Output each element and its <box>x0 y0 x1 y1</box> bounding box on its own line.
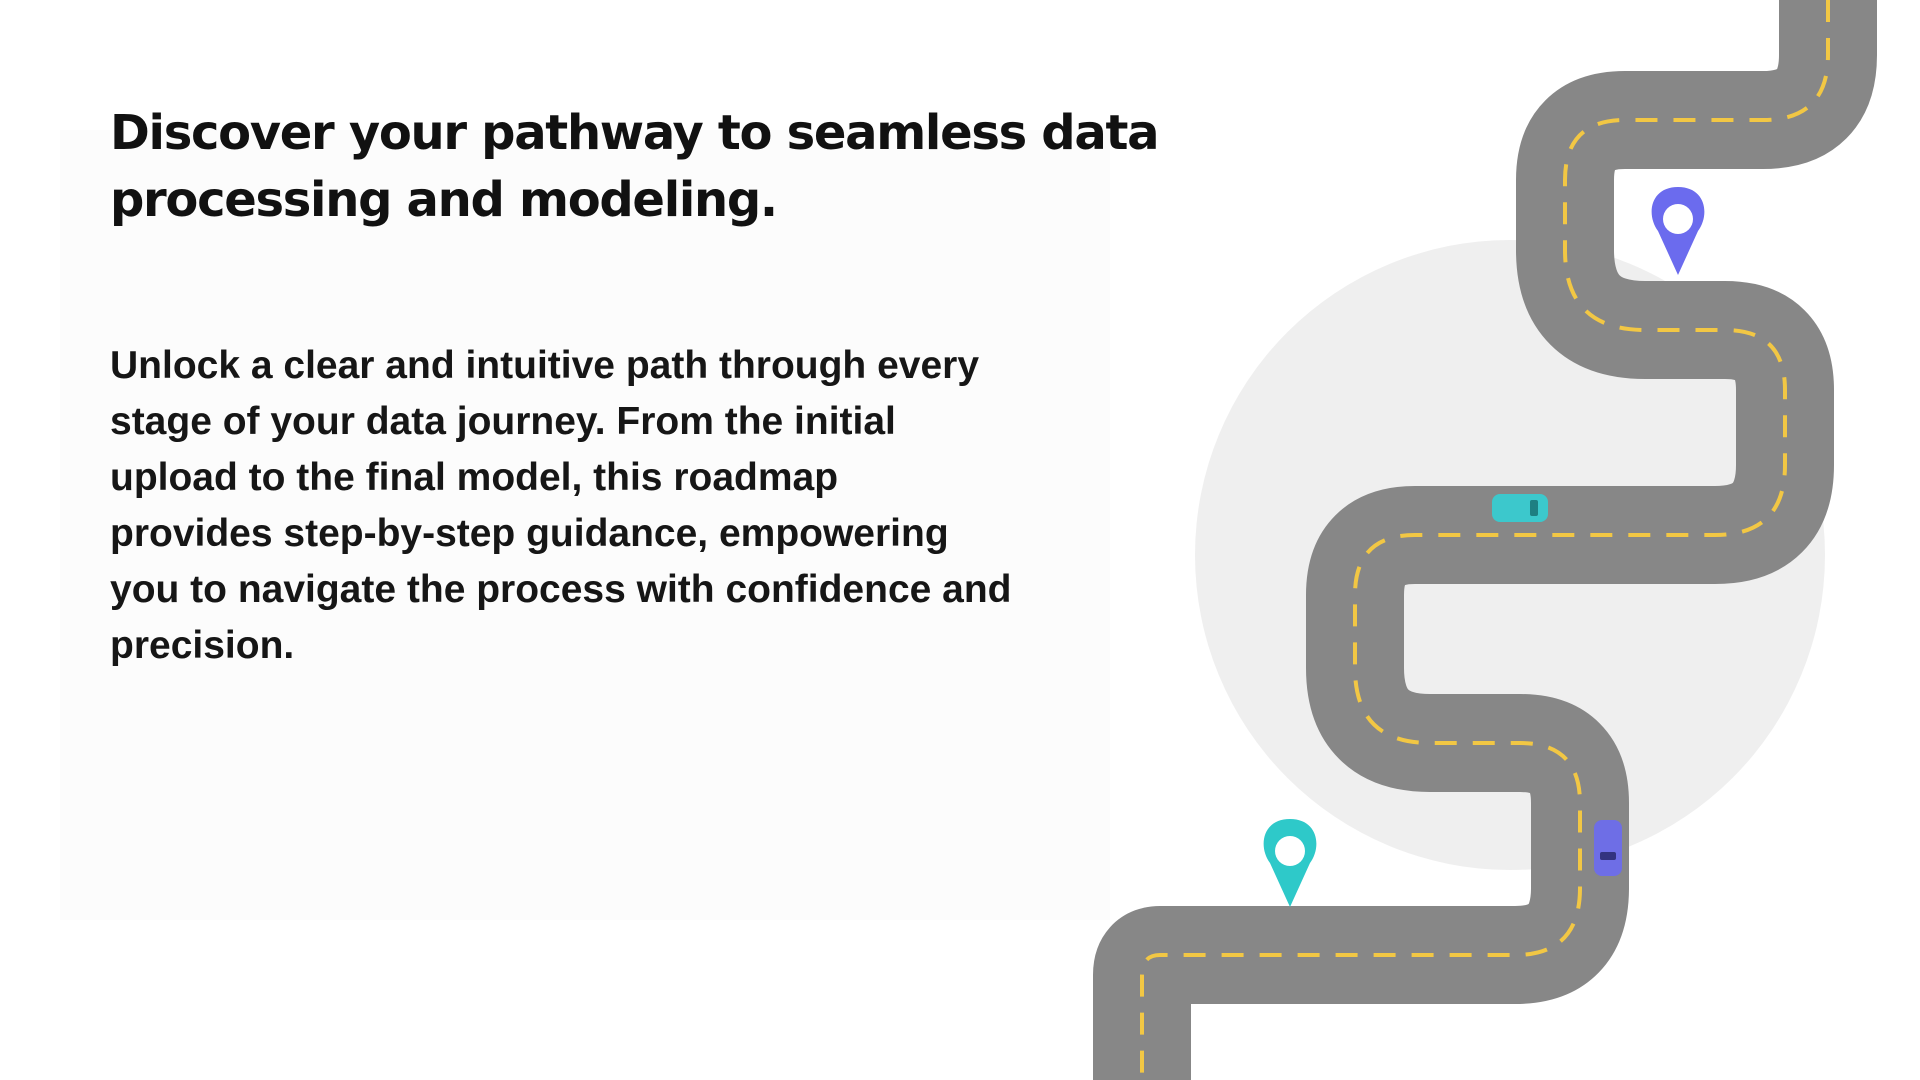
paragraph-line: precision. <box>110 624 295 667</box>
map-pin-icon <box>1263 819 1317 907</box>
paragraph-line: Unlock a clear and intuitive path throug… <box>110 344 980 387</box>
paragraph-line: stage of your data journey. From the ini… <box>110 400 896 443</box>
page-headline: Discover your pathway to seamless data p… <box>110 100 1190 234</box>
map-pin-lower-hole <box>1275 836 1305 866</box>
text-panel-background <box>60 130 1110 920</box>
headline-line-2: processing and modeling. <box>110 172 778 228</box>
paragraph-line: upload to the final model, this roadmap <box>110 456 839 499</box>
road-lane-markings <box>1140 0 1830 1080</box>
paragraph-line: you to navigate the process with confide… <box>110 568 1012 611</box>
paragraph-line: provides step-by-step guidance, empoweri… <box>110 512 949 555</box>
car-teal-window <box>1530 500 1538 516</box>
intro-paragraph: Unlock a clear and intuitive path throug… <box>110 338 1100 674</box>
car-teal-body <box>1492 494 1548 522</box>
map-pin-icon <box>1651 187 1705 275</box>
car-icon <box>1492 494 1548 522</box>
car-blue-body <box>1594 820 1622 876</box>
map-pin-upper-hole <box>1663 204 1693 234</box>
car-blue-window <box>1600 852 1616 860</box>
car-icon <box>1594 820 1622 876</box>
headline-line-1: Discover your pathway to seamless data <box>110 105 1159 161</box>
